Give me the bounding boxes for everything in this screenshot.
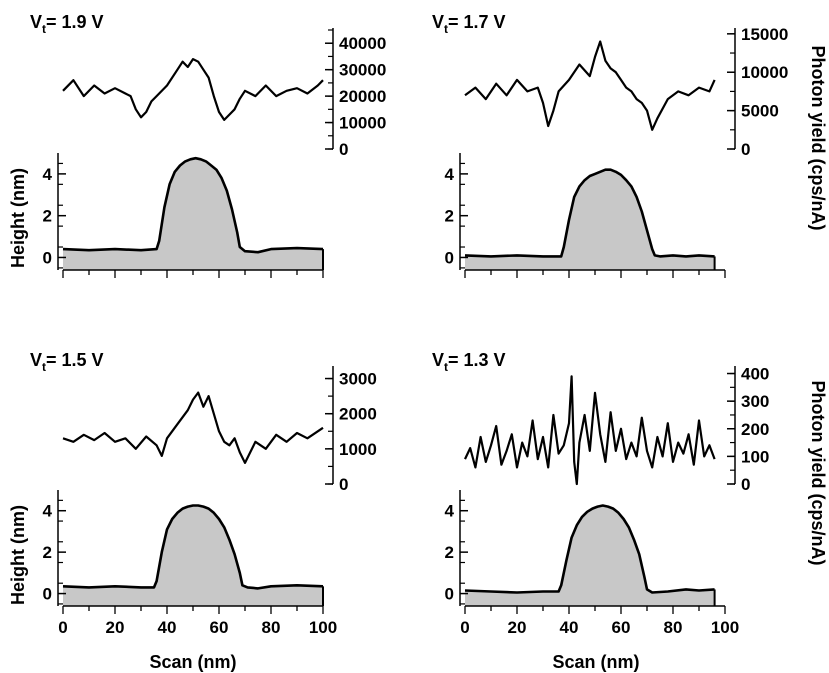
panel-label: Vt= 1.3 V	[432, 350, 506, 374]
photon-tick-label: 0	[741, 140, 750, 159]
height-trace	[464, 168, 715, 258]
height-tick-label: 0	[43, 585, 52, 604]
photon-tick-label: 1000	[339, 440, 377, 459]
photon-tick-label: 40000	[339, 34, 386, 53]
photon-tick-label: 0	[339, 475, 348, 494]
height-tick-label: 4	[445, 165, 455, 184]
photon-trace	[464, 375, 716, 486]
photon-trace	[464, 40, 716, 131]
height-fill	[465, 505, 715, 606]
height-trace	[62, 156, 324, 254]
x-tick-label: 20	[106, 618, 125, 637]
height-tick-label: 4	[43, 165, 53, 184]
x-tick-label: 100	[309, 618, 337, 637]
height-tick-label: 2	[445, 207, 454, 226]
height-tick-label: 0	[445, 248, 454, 267]
height-tick-label: 2	[445, 543, 454, 562]
photon-tick-label: 10000	[339, 114, 386, 133]
photon-tick-label: 3000	[339, 370, 377, 389]
x-tick-label: 40	[560, 618, 579, 637]
height-tick-label: 0	[43, 248, 52, 267]
height-tick-label: 0	[445, 585, 454, 604]
photon-tick-label: 30000	[339, 61, 386, 80]
height-trace	[464, 504, 715, 594]
photon-tick-label: 100	[741, 447, 769, 466]
x-axis-title-left: Scan (nm)	[149, 652, 236, 672]
x-tick-label: 0	[58, 618, 67, 637]
x-tick-label: 80	[262, 618, 281, 637]
x-tick-label: 60	[612, 618, 631, 637]
x-axis-title-right: Scan (nm)	[552, 652, 639, 672]
photon-tick-label: 5000	[741, 102, 779, 121]
height-tick-label: 2	[43, 207, 52, 226]
photon-tick-label: 200	[741, 420, 769, 439]
photon-trace	[62, 391, 324, 464]
photon-tick-label: 0	[741, 475, 750, 494]
height-fill	[465, 169, 715, 270]
photon-tick-label: 300	[741, 392, 769, 411]
height-axis-title-bottom: Height (nm)	[8, 505, 28, 605]
photon-tick-label: 400	[741, 365, 769, 384]
x-tick-label: 100	[711, 618, 739, 637]
x-tick-label: 20	[508, 618, 527, 637]
panel-label: Vt= 1.7 V	[432, 12, 506, 36]
panel-p19: Vt= 1.9 V 0 10000 20000 30000 40000 0 2 4	[30, 12, 386, 278]
height-fill	[63, 505, 323, 606]
height-axis-title-top: Height (nm)	[8, 168, 28, 268]
photon-tick-label: 2000	[339, 405, 377, 424]
photon-trace	[62, 58, 324, 121]
photon-tick-label: 10000	[741, 63, 788, 82]
photon-tick-label: 20000	[339, 87, 386, 106]
panel-p17: Vt= 1.7 V 0 5000 10000 15000 0 2 4	[432, 12, 788, 278]
x-tick-label: 40	[158, 618, 177, 637]
x-tick-label: 80	[664, 618, 683, 637]
height-fill	[63, 158, 323, 270]
panel-label: Vt= 1.5 V	[30, 350, 104, 374]
height-tick-label: 4	[43, 502, 53, 521]
photon-tick-label: 15000	[741, 25, 788, 44]
x-tick-label: 60	[210, 618, 229, 637]
height-tick-label: 2	[43, 543, 52, 562]
x-tick-label: 0	[460, 618, 469, 637]
height-tick-label: 4	[445, 502, 455, 521]
panel-label: Vt= 1.9 V	[30, 12, 104, 36]
photon-tick-label: 0	[339, 140, 348, 159]
photon-axis-title-top: Photon yield (cps/nA)	[808, 45, 828, 230]
photon-axis-title-bottom: Photon yield (cps/nA)	[808, 380, 828, 565]
height-trace	[62, 504, 324, 590]
